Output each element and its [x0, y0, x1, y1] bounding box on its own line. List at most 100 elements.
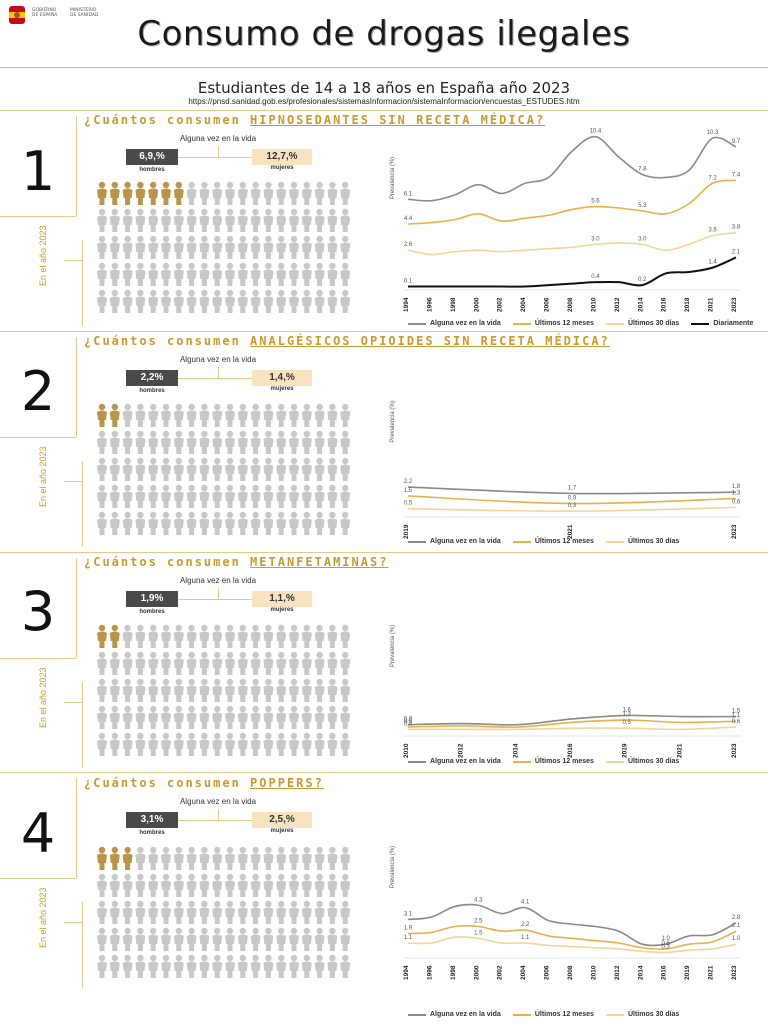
- legend-label: Últimos 12 meses: [534, 538, 594, 545]
- person-icon: [109, 235, 120, 259]
- person-icon: [340, 846, 351, 870]
- x-tick-label: 2008: [567, 297, 574, 312]
- legend-label: Alguna vez en la vida: [430, 758, 501, 765]
- section-question: ¿Cuántos consumen HIPNOSEDANTES SIN RECE…: [84, 113, 545, 127]
- series-line: [408, 256, 737, 288]
- person-icon: [301, 732, 312, 756]
- question-prefix: ¿Cuántos consumen: [84, 776, 251, 790]
- section-frame-line: [0, 216, 76, 217]
- trend-chart: Prevalencia (%) 2010 2012 2014 2016 2019 2021 2…: [390, 625, 741, 758]
- section-divider: [0, 552, 768, 553]
- person-icon: [161, 235, 171, 259]
- person-icon: [340, 181, 351, 205]
- person-icon: [122, 262, 133, 286]
- connector-line: [178, 599, 256, 600]
- legend-label: Últimos 12 meses: [534, 320, 594, 327]
- person-icon: [109, 873, 120, 897]
- section-number: 3: [20, 580, 56, 643]
- person-icon: [122, 651, 133, 675]
- person-icon: [250, 511, 261, 535]
- person-icon: [276, 873, 287, 897]
- data-label: 3.6: [708, 228, 717, 234]
- data-label: 0.3: [662, 944, 671, 950]
- person-icon: [301, 624, 312, 648]
- person-icon: [173, 651, 184, 675]
- person-icon: [148, 484, 159, 508]
- person-icon: [97, 651, 107, 675]
- person-icon: [250, 678, 261, 702]
- person-icon: [314, 430, 325, 454]
- person-icon: [186, 732, 197, 756]
- person-icon: [276, 705, 287, 729]
- person-icon: [97, 846, 107, 870]
- women-caption: mujeres: [270, 165, 294, 171]
- legend-label: Últimos 30 días: [627, 538, 680, 545]
- person-icon: [237, 732, 248, 756]
- men-percentage: 6,9,%: [126, 149, 178, 165]
- person-icon: [212, 262, 223, 286]
- x-tick-label: 2016: [567, 743, 574, 758]
- section-question: ¿Cuántos consumen ANALGÉSICOS OPIOIDES S…: [84, 334, 610, 348]
- person-icon: [340, 624, 351, 648]
- person-icon: [225, 732, 235, 756]
- person-icon: [122, 705, 133, 729]
- person-icon: [148, 651, 159, 675]
- people-pictogram: [97, 403, 351, 535]
- person-icon: [276, 430, 287, 454]
- person-icon: [237, 289, 248, 313]
- person-icon: [327, 511, 338, 535]
- person-icon: [161, 289, 171, 313]
- data-label: 0.6: [662, 941, 671, 947]
- data-label: 2,2: [404, 479, 413, 485]
- legend-swatch: [605, 760, 624, 763]
- x-tick-label: 2023: [731, 297, 738, 312]
- section-frame-line: [82, 682, 83, 768]
- person-icon: [276, 289, 287, 313]
- person-icon: [250, 208, 261, 232]
- series-line: [407, 925, 737, 950]
- person-icon: [225, 457, 235, 481]
- person-icon: [301, 954, 312, 978]
- people-pictogram: [97, 624, 351, 756]
- person-icon: [199, 651, 210, 675]
- person-icon: [340, 289, 351, 313]
- data-label: 1,1: [732, 713, 741, 719]
- person-icon: [199, 289, 210, 313]
- government-logo: GOBIERNO DE ESPAÑA MINISTERIO DE SANIDAD: [6, 4, 116, 26]
- data-label: 0,5: [622, 720, 631, 726]
- person-icon: [109, 457, 120, 481]
- section-question: ¿Cuántos consumen POPPERS?: [84, 776, 324, 790]
- person-icon: [327, 927, 338, 951]
- men-caption: hombres: [139, 830, 165, 836]
- person-icon: [161, 262, 171, 286]
- legend-item: Alguna vez en la vida: [408, 758, 501, 765]
- person-icon: [173, 235, 184, 259]
- section-divider: [0, 110, 768, 111]
- source-link[interactable]: https://pnsd.sanidad.gob.es/profesionale…: [188, 97, 580, 106]
- person-icon: [276, 457, 287, 481]
- person-icon: [212, 181, 223, 205]
- x-tick-label: 2018: [684, 297, 691, 312]
- trend-chart: Prevalencia (%) 1994 1996 1998 2000 2002 2004 2…: [390, 129, 741, 312]
- person-icon: [97, 289, 107, 313]
- connector-line: [218, 367, 219, 378]
- person-icon: [173, 927, 184, 951]
- person-icon: [289, 511, 299, 535]
- legend-item: Últimos 30 días: [605, 1011, 679, 1018]
- person-icon: [97, 235, 107, 259]
- person-icon: [173, 403, 184, 427]
- men-percentage: 2,2%: [126, 370, 178, 386]
- y-axis-label: Prevalencia (%): [390, 157, 396, 199]
- data-label: 5.6: [591, 199, 600, 205]
- person-icon: [237, 927, 248, 951]
- person-icon: [301, 900, 312, 924]
- person-icon: [327, 846, 338, 870]
- person-icon: [173, 678, 184, 702]
- series-line: [407, 179, 737, 225]
- person-icon: [148, 262, 159, 286]
- person-icon: [161, 678, 171, 702]
- data-label: 7.4: [732, 172, 741, 178]
- person-icon: [340, 208, 351, 232]
- legend-swatch: [408, 1013, 426, 1016]
- person-icon: [301, 235, 312, 259]
